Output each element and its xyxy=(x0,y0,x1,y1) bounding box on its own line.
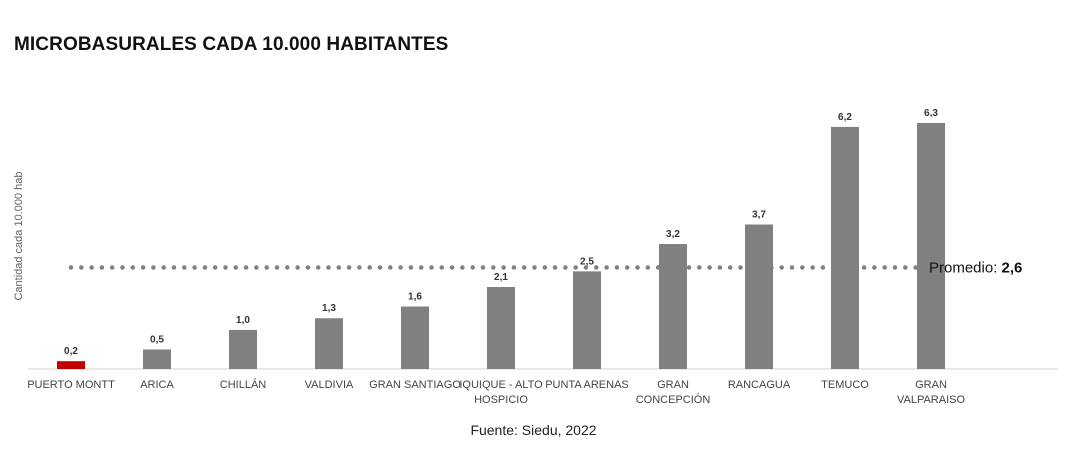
bar xyxy=(401,306,429,369)
x-tick-label: RANCAGUA xyxy=(728,379,791,391)
bar xyxy=(487,287,515,369)
data-label: 6,3 xyxy=(924,108,938,119)
average-label-prefix: Promedio: xyxy=(929,259,1002,276)
x-tick-label: IQUIQUE - ALTO HOSPICIO xyxy=(459,379,543,406)
data-label: 6,2 xyxy=(838,112,852,123)
bar xyxy=(917,123,945,369)
data-label: 3,2 xyxy=(666,229,680,240)
bar xyxy=(831,126,859,370)
bar xyxy=(573,271,601,369)
data-label: 1,3 xyxy=(322,303,336,314)
x-tick-label: GRAN CONCEPCIÓN xyxy=(636,379,711,406)
bar xyxy=(659,244,687,369)
x-tick-label: TEMUCO xyxy=(821,379,869,391)
average-label: Promedio: 2,6 xyxy=(929,259,1022,276)
x-tick-label: ARICA xyxy=(140,379,174,391)
data-label: 1,6 xyxy=(408,292,422,303)
data-label: 3,7 xyxy=(752,210,766,221)
average-label-value: 2,6 xyxy=(1002,259,1023,276)
y-axis-label: Cantidad cada 10.000 hab xyxy=(13,171,25,300)
x-tick-label: CHILLÁN xyxy=(220,378,267,391)
x-tick-label: GRAN SANTIAGO xyxy=(369,379,461,391)
chart-title: MICROBASURALES CADA 10.000 HABITANTES xyxy=(14,34,449,55)
data-label: 1,0 xyxy=(236,315,250,326)
x-tick-label: PUERTO MONTT xyxy=(27,379,115,391)
data-label: 2,1 xyxy=(494,272,508,283)
source-note: Fuente: Siedu, 2022 xyxy=(470,422,597,438)
bar xyxy=(229,329,257,369)
x-tick-label: PUNTA ARENAS xyxy=(545,379,629,391)
bar xyxy=(315,318,343,369)
data-label: 0,2 xyxy=(64,346,78,357)
x-tick-label: VALDIVIA xyxy=(305,379,354,391)
data-label: 2,5 xyxy=(580,256,594,267)
bar xyxy=(143,349,171,369)
bar xyxy=(745,224,773,369)
data-label: 0,5 xyxy=(150,334,164,345)
x-tick-label: GRAN VALPARAISO xyxy=(897,379,966,406)
bar xyxy=(57,361,85,369)
